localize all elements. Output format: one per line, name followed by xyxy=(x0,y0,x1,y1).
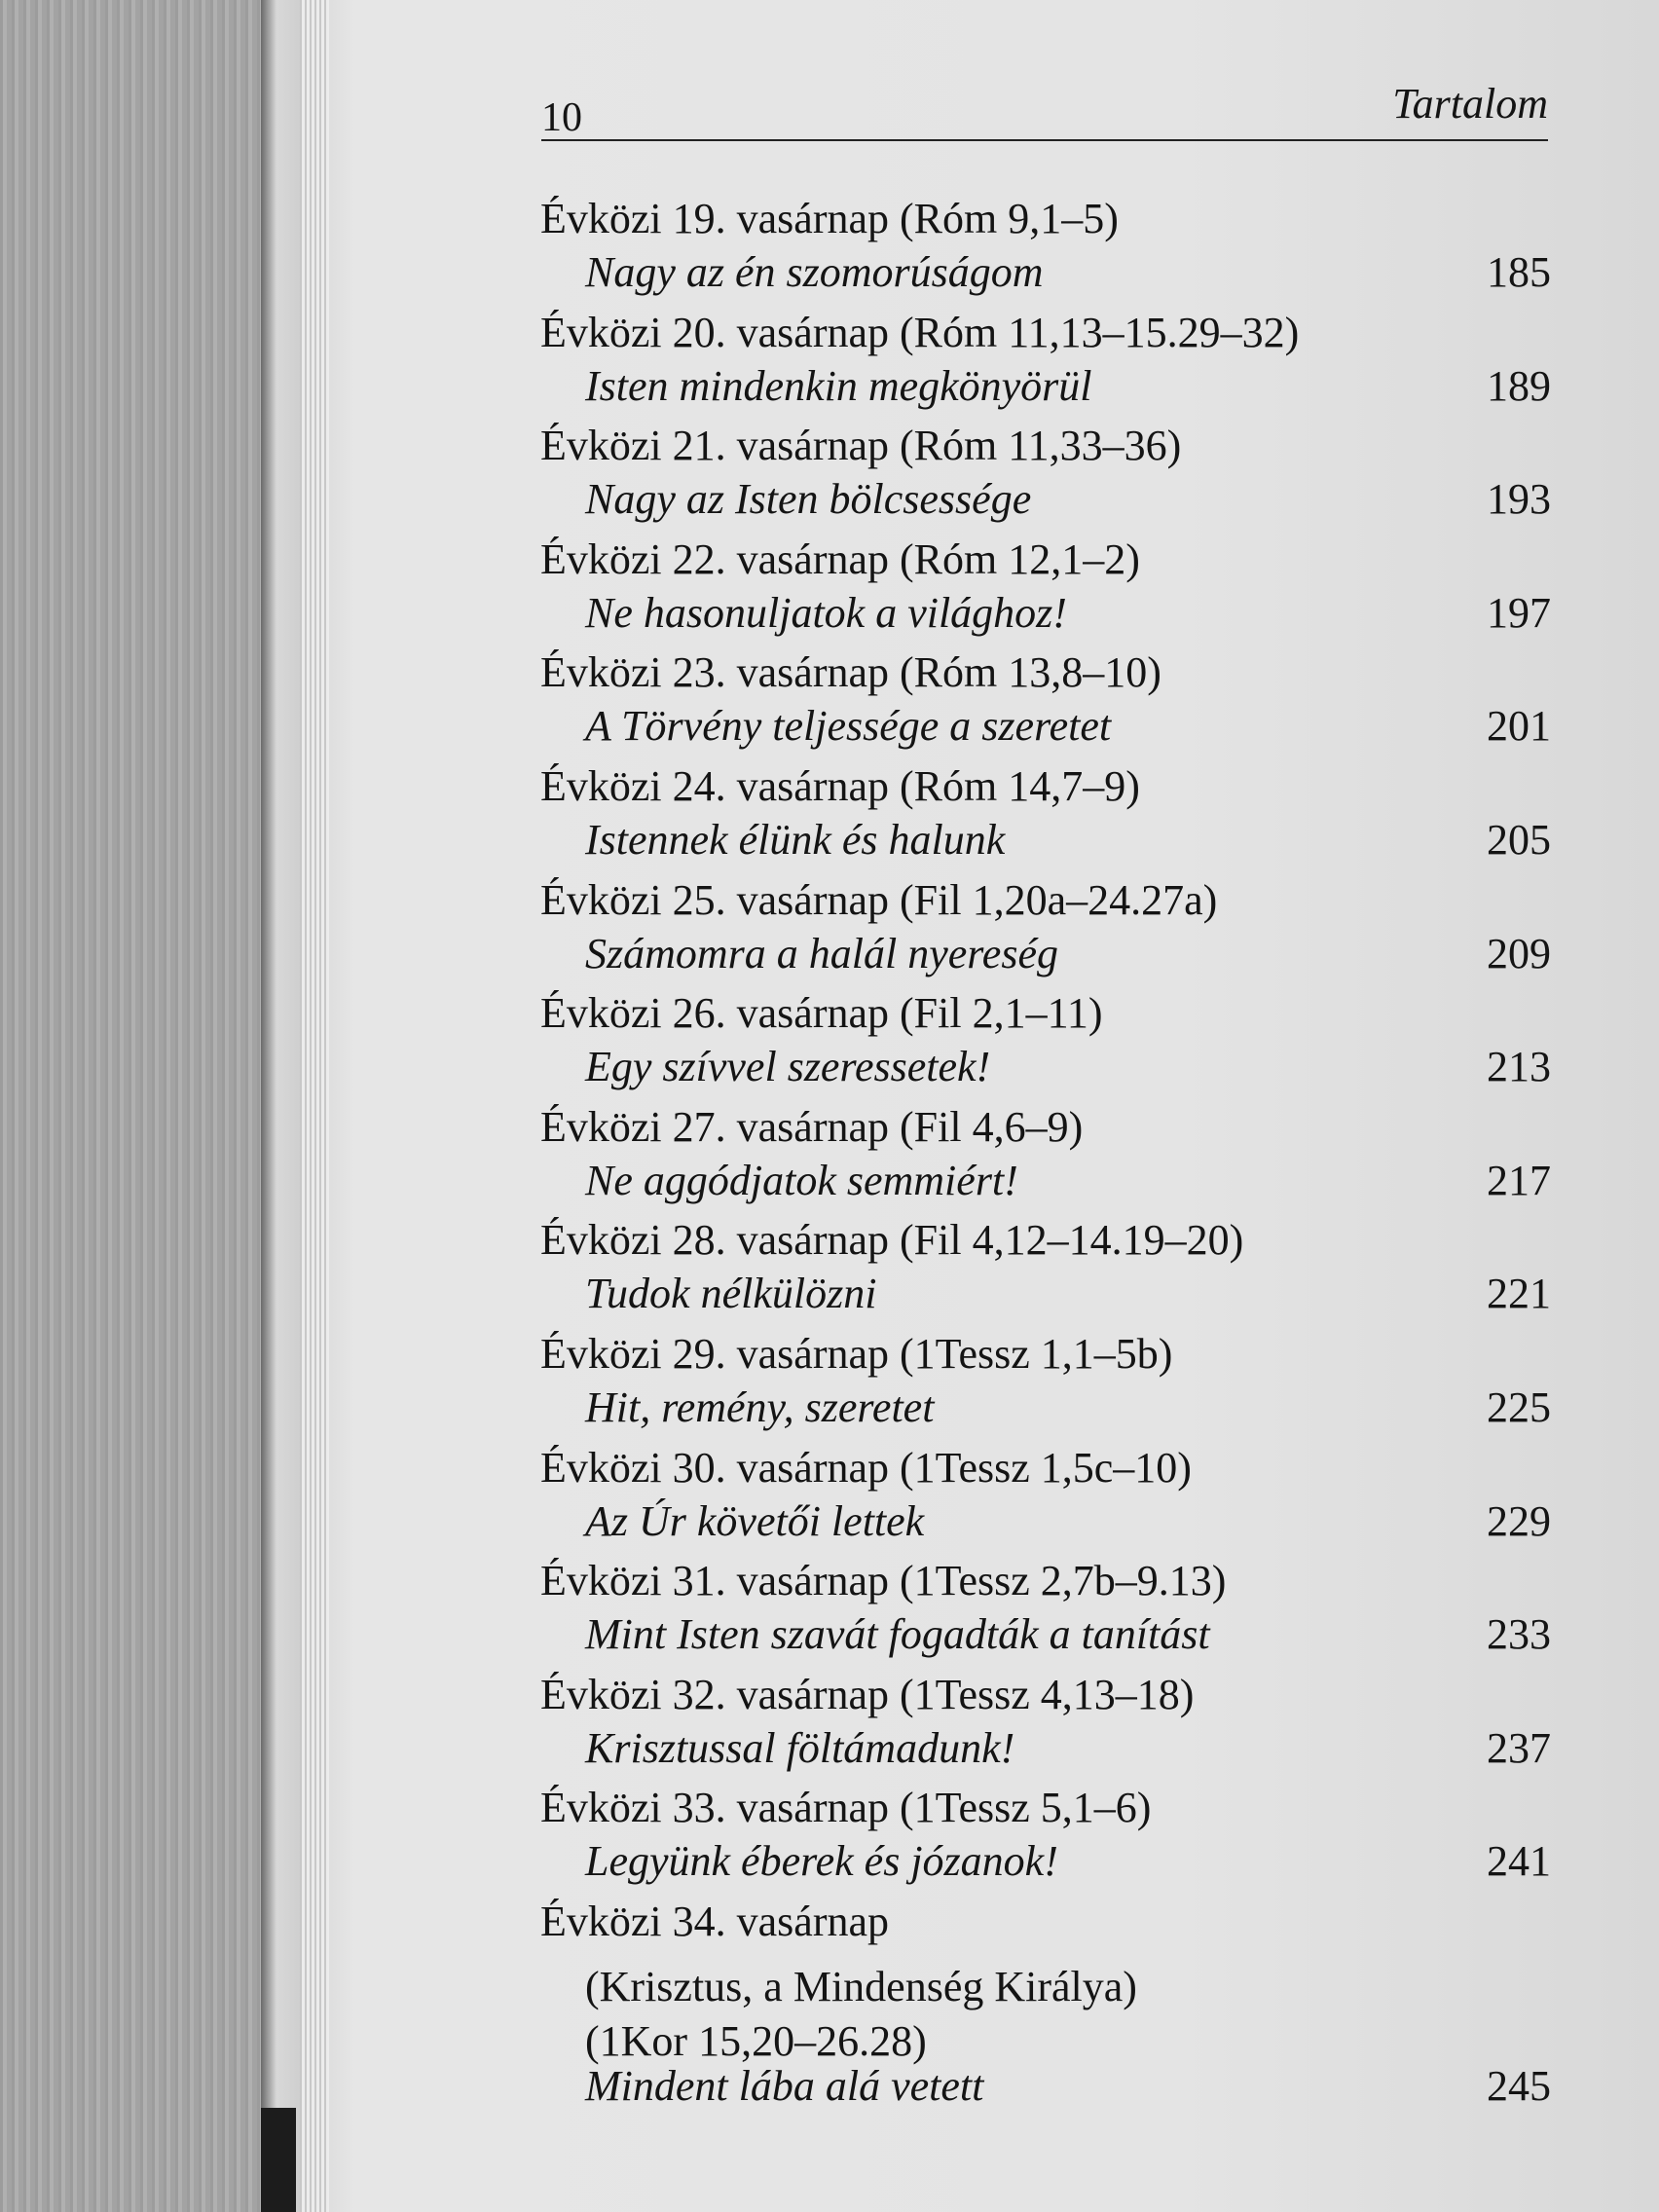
entry-subtitle: Tudok nélkülözni xyxy=(585,1270,877,1318)
entry-page: 233 xyxy=(1487,1610,1551,1659)
entry-subtitle: Hit, remény, szeretet xyxy=(585,1383,935,1431)
entry-heading: Évközi 33. vasárnap (1Tessz 5,1–6) xyxy=(540,1784,1152,1832)
entry-subtitle: Mindent lába alá vetett xyxy=(585,2062,984,2110)
entry-subtitle: Nagy az én szomorúságom xyxy=(585,248,1044,296)
entry-page: 225 xyxy=(1487,1383,1551,1431)
entry-page: 241 xyxy=(1487,1837,1551,1886)
entry-subtitle: Az Úr követői lettek xyxy=(585,1496,925,1545)
entry-subtitle: Számomra a halál nyereség xyxy=(585,929,1058,977)
entry-subtitle: Isten mindenkin megkönyörül xyxy=(585,361,1092,410)
entry-heading: Évközi 34. vasárnap xyxy=(540,1898,889,1945)
entry-page: 237 xyxy=(1487,1723,1551,1772)
entry-heading: Évközi 22. vasárnap (Róm 12,1–2) xyxy=(540,535,1140,583)
entry-subtitle: Ne aggódjatok semmiért! xyxy=(585,1156,1018,1204)
spine-bar xyxy=(261,2108,296,2212)
entry-page: 197 xyxy=(1487,588,1551,637)
entry-note: (1Kor 15,20–26.28) xyxy=(585,2017,927,2065)
entry-page: 213 xyxy=(1487,1043,1551,1091)
entry-heading: Évközi 23. vasárnap (Róm 13,8–10) xyxy=(540,648,1161,697)
entry-heading: Évközi 32. vasárnap (1Tessz 4,13–18) xyxy=(540,1670,1195,1718)
entry-heading: Évközi 29. vasárnap (1Tessz 1,1–5b) xyxy=(540,1330,1173,1378)
entry-heading: Évközi 31. vasárnap (1Tessz 2,7b–9.13) xyxy=(540,1557,1227,1605)
entry-subtitle: Istennek élünk és halunk xyxy=(585,816,1006,864)
entry-page: 201 xyxy=(1487,702,1551,751)
entry-subtitle: Egy szívvel szeressetek! xyxy=(585,1043,991,1091)
entry-heading: Évközi 27. vasárnap (Fil 4,6–9) xyxy=(540,1102,1084,1151)
entry-subtitle: Nagy az Isten bölcsessége xyxy=(585,475,1032,524)
entry-subtitle: Mint Isten szavát fogadták a tanítást xyxy=(585,1610,1210,1659)
running-title: Tartalom xyxy=(1392,80,1548,128)
entry-heading: Évközi 28. vasárnap (Fil 4,12–14.19–20) xyxy=(540,1216,1244,1265)
page-edges xyxy=(300,0,329,2212)
entry-page: 221 xyxy=(1487,1270,1551,1318)
entry-page: 193 xyxy=(1487,475,1551,524)
entry-note: (Krisztus, a Mindenség Királya) xyxy=(585,1963,1137,2010)
entry-heading: Évközi 26. vasárnap (Fil 2,1–11) xyxy=(540,989,1103,1038)
entry-page: 229 xyxy=(1487,1496,1551,1545)
entry-page: 217 xyxy=(1487,1156,1551,1204)
entry-subtitle: Ne hasonuljatok a világhoz! xyxy=(585,588,1067,637)
entry-heading: Évközi 30. vasárnap (1Tessz 1,5c–10) xyxy=(540,1443,1192,1492)
header-rule xyxy=(541,139,1548,141)
book-page xyxy=(296,0,1659,2212)
entry-page: 185 xyxy=(1487,248,1551,296)
entry-page: 209 xyxy=(1487,929,1551,977)
entry-page: 189 xyxy=(1487,361,1551,410)
spine xyxy=(261,0,300,2212)
entry-heading: Évközi 19. vasárnap (Róm 9,1–5) xyxy=(540,195,1119,242)
entry-page: 205 xyxy=(1487,816,1551,864)
entry-heading: Évközi 24. vasárnap (Róm 14,7–9) xyxy=(540,762,1140,810)
entry-page: 245 xyxy=(1487,2062,1551,2110)
entry-heading: Évközi 25. vasárnap (Fil 1,20a–24.27a) xyxy=(540,875,1218,924)
entry-subtitle: Krisztussal föltámadunk! xyxy=(585,1723,1015,1772)
background xyxy=(0,0,271,2212)
entry-subtitle: Legyünk éberek és józanok! xyxy=(585,1837,1058,1886)
entry-subtitle: A Törvény teljessége a szeretet xyxy=(585,702,1112,751)
page-number: 10 xyxy=(541,95,582,140)
entry-heading: Évközi 20. vasárnap (Róm 11,13–15.29–32) xyxy=(540,308,1300,356)
entry-heading: Évközi 21. vasárnap (Róm 11,33–36) xyxy=(540,422,1182,470)
